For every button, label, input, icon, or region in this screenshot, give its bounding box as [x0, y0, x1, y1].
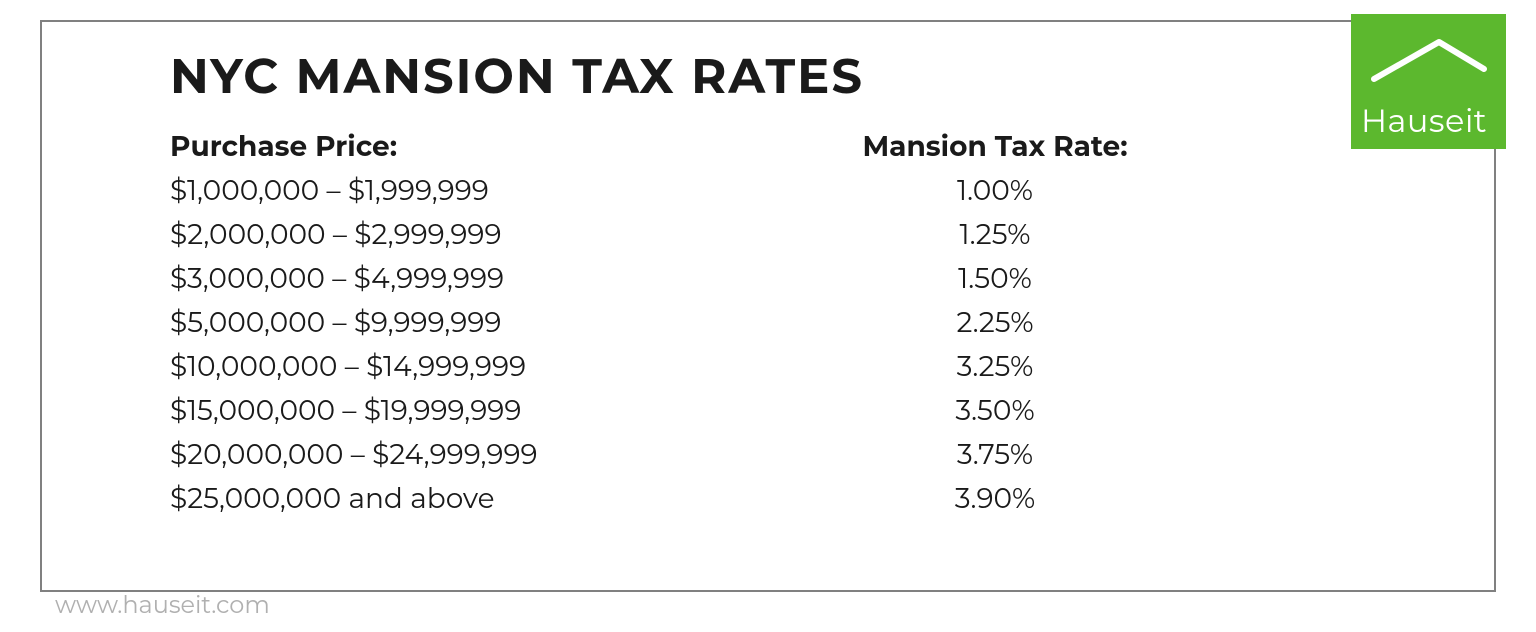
cell-price: $3,000,000 – $4,999,999 [170, 262, 820, 296]
roof-icon [1369, 34, 1489, 84]
table-row: $2,000,000 – $2,999,999 1.25% [170, 218, 1170, 252]
cell-price: $15,000,000 – $19,999,999 [170, 394, 820, 428]
table-row: $1,000,000 – $1,999,999 1.00% [170, 174, 1170, 208]
cell-rate: 3.90% [820, 482, 1170, 516]
table-row: $25,000,000 and above 3.90% [170, 482, 1170, 516]
cell-rate: 1.50% [820, 262, 1170, 296]
cell-price: $1,000,000 – $1,999,999 [170, 174, 820, 208]
page-title: NYC MANSION TAX RATES [170, 48, 864, 106]
tax-rates-table: Purchase Price: Mansion Tax Rate: $1,000… [170, 130, 1170, 526]
logo-brand-text: Hauseit [1361, 102, 1487, 141]
cell-rate: 1.25% [820, 218, 1170, 252]
cell-rate: 2.25% [820, 306, 1170, 340]
cell-price: $20,000,000 – $24,999,999 [170, 438, 820, 472]
cell-price: $25,000,000 and above [170, 482, 820, 516]
cell-rate: 3.50% [820, 394, 1170, 428]
cell-price: $2,000,000 – $2,999,999 [170, 218, 820, 252]
cell-price: $10,000,000 – $14,999,999 [170, 350, 820, 384]
cell-rate: 3.25% [820, 350, 1170, 384]
table-row: $3,000,000 – $4,999,999 1.50% [170, 262, 1170, 296]
table-row: $20,000,000 – $24,999,999 3.75% [170, 438, 1170, 472]
table-row: $15,000,000 – $19,999,999 3.50% [170, 394, 1170, 428]
cell-price: $5,000,000 – $9,999,999 [170, 306, 820, 340]
table-row: $5,000,000 – $9,999,999 2.25% [170, 306, 1170, 340]
table-row: $10,000,000 – $14,999,999 3.25% [170, 350, 1170, 384]
cell-rate: 3.75% [820, 438, 1170, 472]
column-header-price: Purchase Price: [170, 130, 820, 164]
table-header-row: Purchase Price: Mansion Tax Rate: [170, 130, 1170, 164]
hauseit-logo: Hauseit [1351, 14, 1506, 149]
cell-rate: 1.00% [820, 174, 1170, 208]
column-header-rate: Mansion Tax Rate: [820, 130, 1170, 164]
watermark-url: www.hauseit.com [55, 591, 270, 620]
